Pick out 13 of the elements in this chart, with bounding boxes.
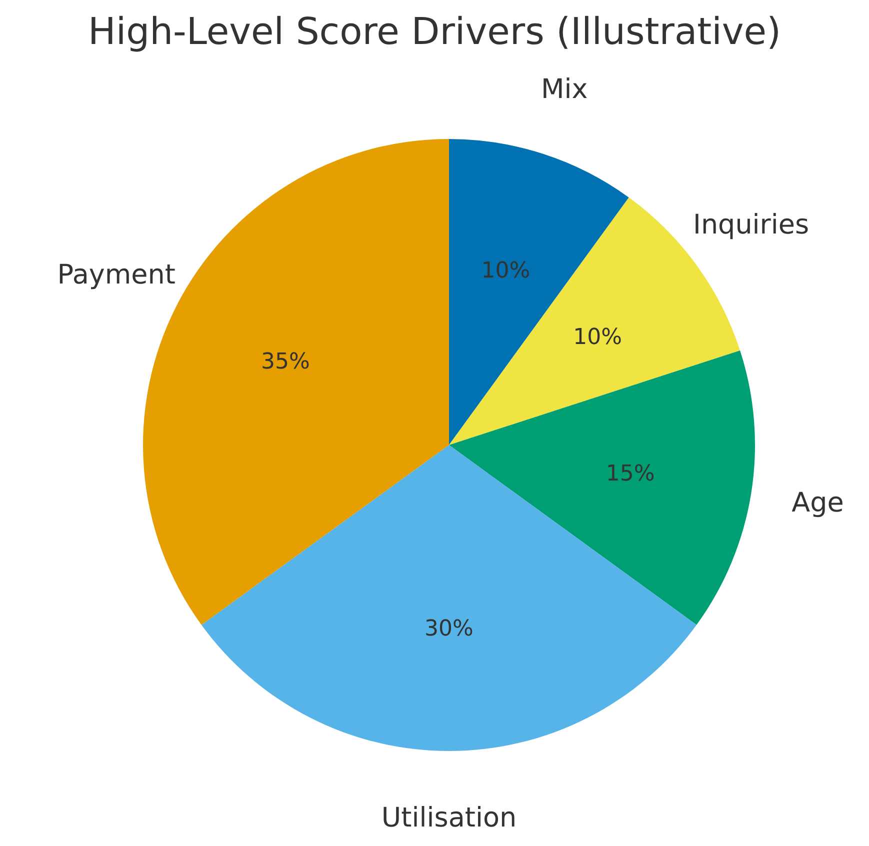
data-label: 35% (260, 350, 310, 375)
chart-title: High-Level Score Drivers (Illustrative) (88, 10, 782, 53)
data-label: 10% (481, 258, 530, 284)
data-label: 15% (606, 462, 655, 487)
data-label: 10% (573, 325, 622, 350)
slice-label: Payment (57, 260, 176, 291)
slice-label: Mix (540, 74, 588, 105)
slice-label: Inquiries (692, 210, 810, 241)
slice-label: Utilisation (381, 802, 517, 834)
pie-slice (201, 445, 697, 750)
pie-slice (449, 139, 629, 445)
data-label: 30% (424, 616, 474, 642)
slice-label: Age (792, 487, 844, 518)
